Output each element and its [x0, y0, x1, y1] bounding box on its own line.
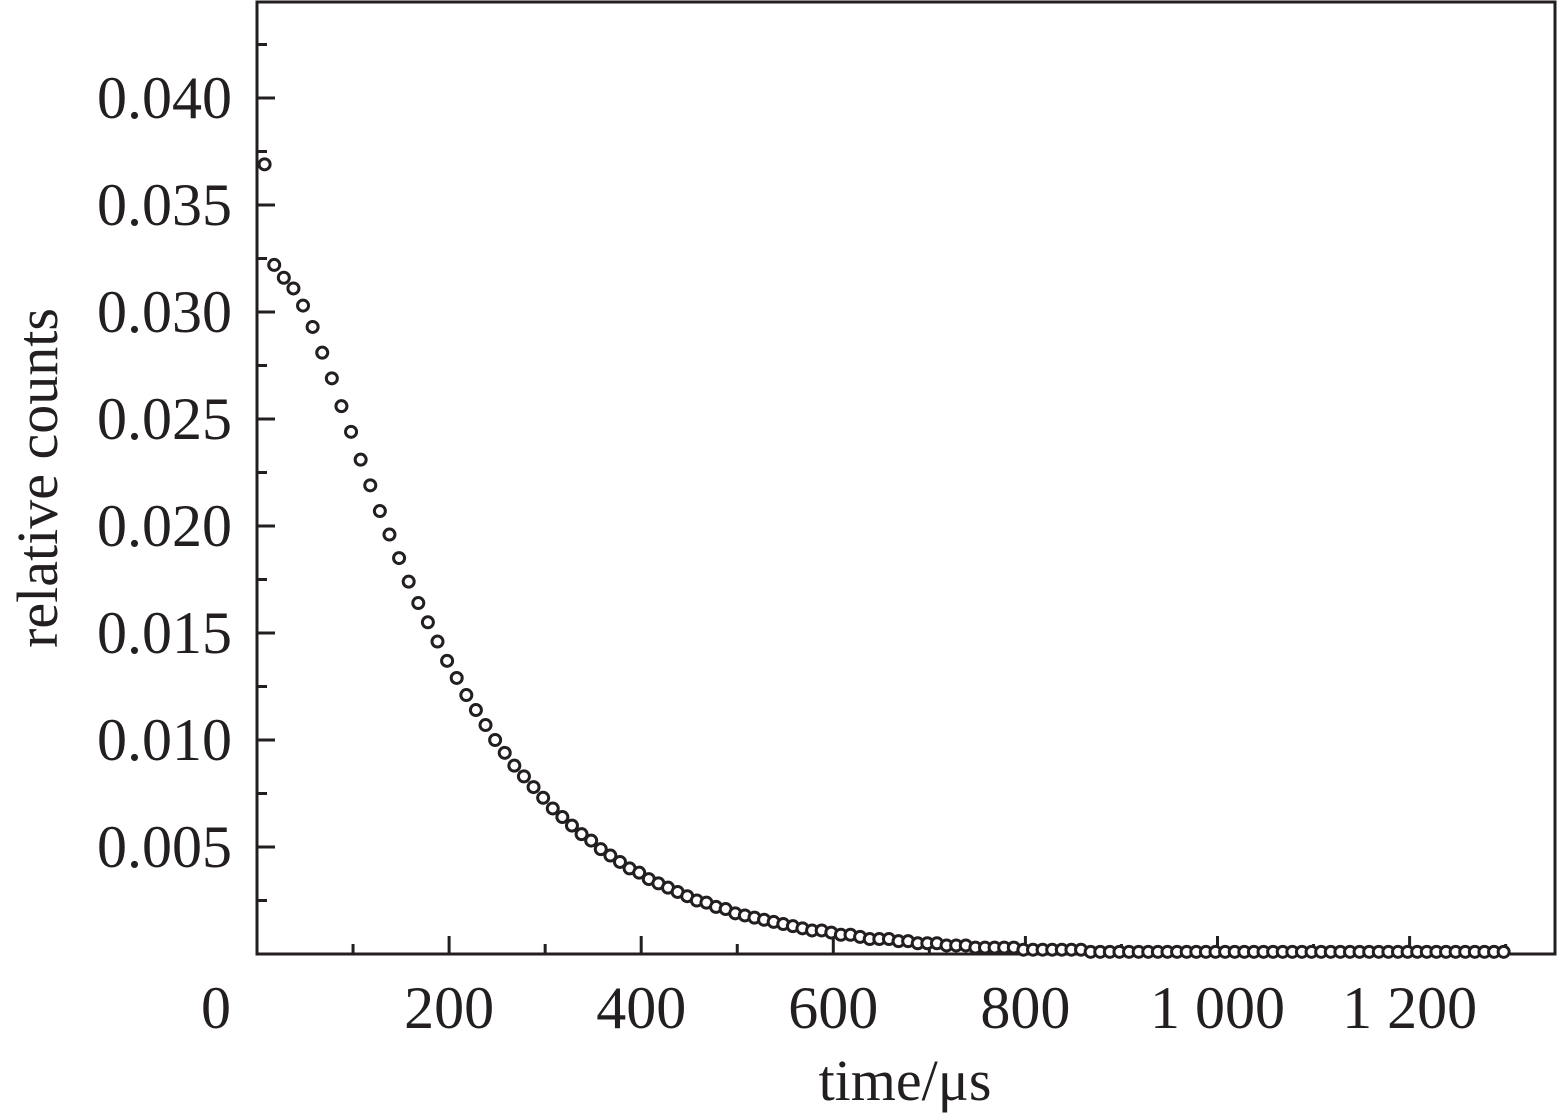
y-axis-label: relative counts	[5, 308, 70, 648]
data-point	[411, 596, 426, 611]
x-tick-label: 600	[788, 975, 878, 1041]
data-point	[564, 818, 579, 833]
data-point	[401, 574, 416, 589]
y-tick-label: 0.005	[97, 814, 232, 880]
data-point	[584, 833, 599, 848]
data-point	[459, 688, 474, 703]
axis-ticks	[257, 43, 1508, 954]
data-point	[497, 745, 512, 760]
data-point	[363, 478, 378, 493]
data-point	[468, 703, 483, 718]
data-point	[257, 157, 272, 172]
data-point	[555, 810, 570, 825]
x-tick-labels: 0 200 400 600 800 1 000 1 200	[201, 975, 1477, 1041]
data-point	[286, 281, 301, 296]
data-point	[420, 615, 435, 630]
plot-frame	[255, 0, 1557, 956]
data-point	[440, 653, 455, 668]
y-tick-label: 0.030	[97, 279, 232, 345]
data-point	[353, 452, 368, 467]
data-point	[526, 780, 541, 795]
data-point	[372, 504, 387, 519]
data-point	[632, 865, 647, 880]
data-point	[574, 827, 589, 842]
data-point	[267, 257, 282, 272]
x-tick-label: 1 000	[1150, 975, 1285, 1041]
y-tick-label: 0.020	[97, 493, 232, 559]
data-point	[478, 718, 493, 733]
data-point	[1496, 944, 1511, 959]
data-point	[449, 670, 464, 685]
y-tick-label: 0.035	[97, 172, 232, 238]
y-tick-label: 0.040	[97, 65, 232, 131]
data-point	[315, 345, 330, 360]
data-series	[257, 157, 1511, 959]
y-tick-label: 0.010	[97, 707, 232, 773]
data-point	[488, 733, 503, 747]
data-point	[334, 399, 349, 414]
y-tick-labels: 0.005 0.010 0.015 0.020 0.025 0.030 0.035 0.040	[97, 65, 232, 880]
x-tick-label: 400	[596, 975, 686, 1041]
x-tick-label: 800	[980, 975, 1070, 1041]
data-point	[324, 371, 339, 386]
x-axis-label: time/μs	[819, 1048, 992, 1113]
y-tick-label: 0.025	[97, 386, 232, 452]
data-point	[296, 298, 311, 313]
data-point	[507, 758, 522, 773]
data-point	[545, 801, 560, 816]
data-point	[516, 769, 531, 784]
data-point	[382, 527, 397, 542]
data-point	[344, 424, 359, 439]
x-tick-label: 200	[404, 975, 494, 1041]
data-point	[430, 634, 445, 649]
data-point	[276, 270, 291, 285]
data-point	[593, 842, 608, 857]
data-point	[612, 854, 627, 869]
data-point	[603, 848, 618, 863]
y-tick-label: 0.015	[97, 600, 232, 666]
data-point	[536, 790, 551, 805]
x-tick-label: 1 200	[1342, 975, 1477, 1041]
x-tick-label: 0	[201, 975, 231, 1041]
data-point	[392, 551, 407, 566]
data-point	[305, 319, 320, 334]
